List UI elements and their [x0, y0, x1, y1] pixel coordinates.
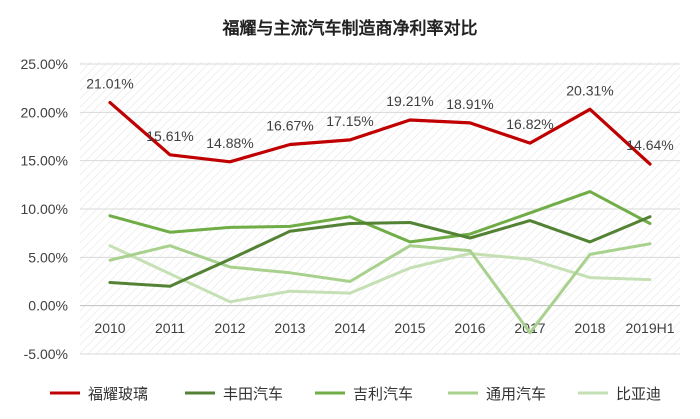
y-tick-label: -5.00% [24, 346, 68, 362]
x-tick-label: 2011 [155, 320, 185, 336]
data-label: 20.31% [566, 82, 613, 98]
x-tick-label: 2012 [214, 320, 245, 336]
series-line [108, 242, 652, 335]
chart-title: 福耀与主流汽车制造商净利率对比 [222, 18, 478, 39]
data-label: 18.91% [446, 96, 493, 112]
data-label: 19.21% [386, 93, 433, 109]
x-tick-label: 2010 [94, 320, 125, 336]
legend-label: 吉利汽车 [353, 385, 413, 403]
x-tick-label: 2016 [454, 320, 485, 336]
gridlines [80, 63, 680, 355]
data-labels: 21.01% 15.61% 14.88% 16.67% 17.15% 19.21% 18.9… [86, 76, 673, 154]
legend-label: 丰田汽车 [223, 385, 283, 403]
plot-area-background [80, 62, 680, 354]
series-line [108, 215, 652, 288]
x-tick-label: 2015 [394, 320, 425, 336]
y-tick-label: 0.00% [28, 298, 68, 314]
data-label: 21.01% [86, 76, 133, 92]
y-tick-label: 5.00% [28, 249, 68, 265]
series-line [108, 100, 652, 166]
series-line [108, 190, 652, 244]
data-label: 14.88% [206, 135, 253, 151]
legend-label: 福耀玻璃 [88, 385, 148, 403]
legend: 福耀玻璃 丰田汽车 吉利汽车 通用汽车 比亚迪 [50, 385, 661, 403]
legend-label: 通用汽车 [486, 385, 546, 403]
x-tick-label: 2019H1 [625, 320, 674, 336]
y-tick-label: 20.00% [21, 104, 68, 120]
series-lines [108, 100, 652, 335]
y-axis-tick-labels: 25.00% 20.00% 15.00% 10.00% 5.00% 0.00% -5.00% [21, 56, 68, 362]
y-tick-label: 10.00% [21, 201, 68, 217]
data-label: 16.82% [506, 116, 553, 132]
y-tick-label: 15.00% [21, 153, 68, 169]
data-label: 16.67% [266, 118, 313, 134]
series-line [108, 244, 652, 304]
x-tick-label: 2014 [334, 320, 365, 336]
data-label: 15.61% [146, 128, 193, 144]
x-axis-tick-labels: 2010 2011 2012 2013 2014 2015 2016 2017 2018 2019… [94, 320, 674, 336]
x-tick-label: 2013 [274, 320, 305, 336]
x-tick-label: 2018 [574, 320, 605, 336]
y-tick-label: 25.00% [21, 56, 68, 72]
data-label: 14.64% [626, 137, 673, 153]
legend-label: 比亚迪 [616, 385, 661, 403]
data-label: 17.15% [326, 113, 373, 129]
